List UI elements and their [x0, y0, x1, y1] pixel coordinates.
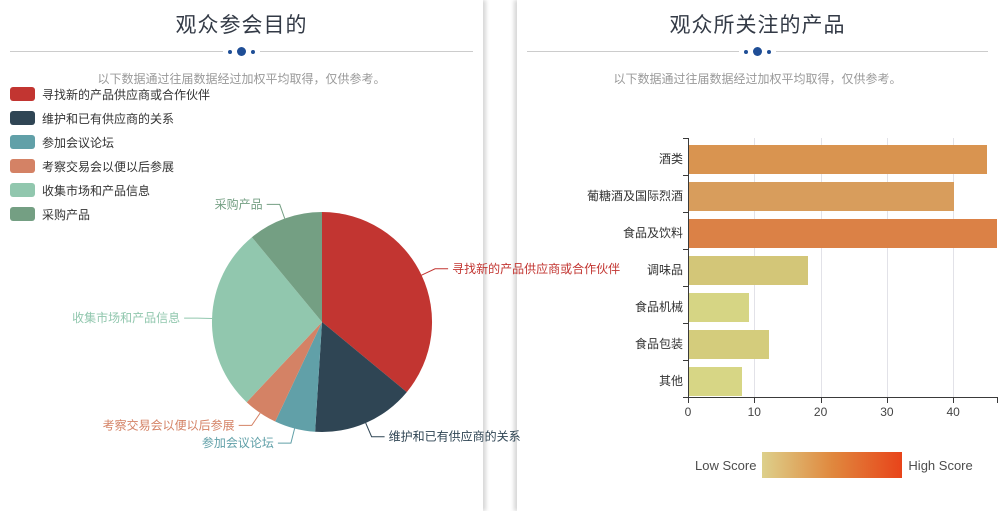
- bar-0[interactable]: [689, 145, 988, 174]
- legend-label: 参加会议论坛: [42, 135, 115, 150]
- legend-label: 采购产品: [42, 207, 91, 222]
- legend-label: 维护和已有供应商的关系: [42, 111, 175, 126]
- visualmap-low-label: Low Score: [695, 457, 757, 473]
- x-axis-line: [688, 397, 998, 398]
- divider-line: [527, 51, 739, 52]
- x-axis-label: 10: [747, 405, 761, 419]
- pie-slice-4[interactable]: [211, 237, 322, 403]
- pie-slice-0[interactable]: [322, 212, 433, 393]
- pie-label-2: 参加会议论坛: [202, 435, 274, 450]
- legend-item-2[interactable]: 参加会议论坛: [10, 135, 210, 150]
- x-axis-label: 20: [813, 405, 828, 419]
- legend-label: 考察交易会以便以后参展: [42, 159, 175, 174]
- x-gridline: [820, 138, 822, 397]
- y-axis-line: [688, 138, 689, 398]
- legend-swatch-icon: [10, 111, 35, 125]
- divider-line: [260, 51, 473, 52]
- pie-slice-3[interactable]: [246, 322, 322, 422]
- pie-slice-1[interactable]: [315, 322, 407, 433]
- pie-label-line: [238, 412, 261, 426]
- bar-category-label-2: 食品及饮料: [622, 226, 683, 240]
- pie-slice-2[interactable]: [275, 322, 322, 432]
- x-tick: [820, 398, 822, 403]
- pie-label-5: 采购产品: [215, 196, 263, 211]
- left-panel-subtitle: 以下数据通过往届数据经过加权平均取得，仅供参考。: [97, 72, 386, 86]
- x-axis-label: 40: [946, 405, 960, 419]
- y-tick: [683, 323, 688, 324]
- bar-3[interactable]: [689, 256, 809, 285]
- legend-item-0[interactable]: 寻找新的产品供应商或合作伙伴: [10, 87, 211, 102]
- x-gridline: [953, 138, 955, 397]
- divider-dot-icon: [237, 47, 246, 56]
- bar-6[interactable]: [689, 367, 742, 396]
- title-divider: [527, 47, 988, 56]
- pie-legend: 寻找新的产品供应商或合作伙伴 维护和已有供应商的关系 参加会议论坛考察交易会以便以后…: [10, 87, 210, 231]
- legend-label: 收集市场和产品信息: [42, 183, 151, 198]
- bar-category-label-0: 酒类: [658, 152, 683, 166]
- visualmap-gradient-bar[interactable]: [762, 452, 903, 478]
- panel-products-of-interest: 观众所关注的产品 以下数据通过往届数据经过加权平均取得，仅供参考。 0 10 20 3…: [517, 0, 998, 511]
- bar-5[interactable]: [689, 330, 769, 359]
- x-tick: [754, 398, 756, 403]
- right-panel-subtitle: 以下数据通过往届数据经过加权平均取得，仅供参考。: [613, 72, 902, 86]
- x-tick: [886, 398, 888, 403]
- visualmap-high-label: High Score: [908, 457, 973, 473]
- right-panel-title: 观众所关注的产品: [669, 14, 846, 37]
- pie-label-3: 考察交易会以便以后参展: [103, 417, 235, 432]
- pie-label-line: [277, 428, 296, 444]
- pie-label-4: 收集市场和产品信息: [72, 310, 180, 325]
- bar-category-label-3: 调味品: [646, 263, 683, 277]
- x-axis-label: 30: [880, 405, 894, 419]
- x-gridline: [886, 138, 888, 397]
- divider-dot-icon: [251, 49, 255, 54]
- bar-category-label-4: 食品机械: [634, 300, 683, 314]
- legend-swatch-icon: [10, 183, 35, 197]
- legend-label: 寻找新的产品供应商或合作伙伴: [42, 87, 211, 102]
- pie-label-line: [421, 268, 449, 276]
- x-axis-label: 0: [684, 405, 692, 419]
- y-tick: [683, 360, 688, 361]
- divider-dot-icon: [753, 47, 762, 56]
- y-tick: [683, 212, 688, 213]
- bar-category-label-5: 食品包装: [634, 337, 683, 351]
- bar-2[interactable]: [689, 219, 997, 248]
- panel-attendance-purpose: 观众参会目的 以下数据通过往届数据经过加权平均取得，仅供参考。 寻找新的产品供应…: [0, 0, 620, 511]
- legend-swatch-icon: [10, 87, 35, 101]
- legend-item-1[interactable]: 维护和已有供应商的关系: [10, 111, 210, 126]
- pie-label-1: 维护和已有供应商的关系: [389, 429, 521, 444]
- y-tick: [683, 138, 688, 139]
- pie-label-line: [365, 422, 385, 438]
- bar-4[interactable]: [689, 293, 749, 322]
- legend-item-4[interactable]: 收集市场和产品信息: [10, 183, 210, 198]
- y-tick: [683, 397, 688, 398]
- divider-dot-icon: [767, 49, 771, 54]
- y-tick: [683, 286, 688, 287]
- divider-line: [776, 51, 988, 52]
- left-panel-title: 观众参会目的: [175, 14, 308, 37]
- y-tick: [683, 249, 688, 250]
- divider-line: [10, 51, 223, 52]
- legend-item-5[interactable]: 采购产品: [10, 207, 210, 222]
- pie-label-line: [266, 203, 286, 219]
- y-tick: [683, 175, 688, 176]
- legend-swatch-icon: [10, 207, 35, 221]
- legend-swatch-icon: [10, 135, 35, 149]
- x-tick: [953, 398, 955, 403]
- bar-chart: 0 10 20 30 40 酒类葡糖酒及国际烈酒食品及饮料调味品食品机械食品包装其他: [517, 0, 998, 440]
- visualmap-legend: Low Score High Score: [695, 452, 973, 478]
- bar-category-label-1: 葡糖酒及国际烈酒: [586, 189, 683, 203]
- bar-1[interactable]: [689, 182, 955, 211]
- title-divider: [10, 47, 473, 56]
- bar-category-label-6: 其他: [658, 374, 683, 388]
- divider-dot-icon: [228, 49, 232, 54]
- pie-slice-5[interactable]: [251, 212, 322, 322]
- divider-dot-icon: [744, 49, 748, 54]
- x-tick: [688, 398, 689, 403]
- legend-swatch-icon: [10, 159, 35, 173]
- legend-item-3[interactable]: 考察交易会以便以后参展: [10, 159, 210, 174]
